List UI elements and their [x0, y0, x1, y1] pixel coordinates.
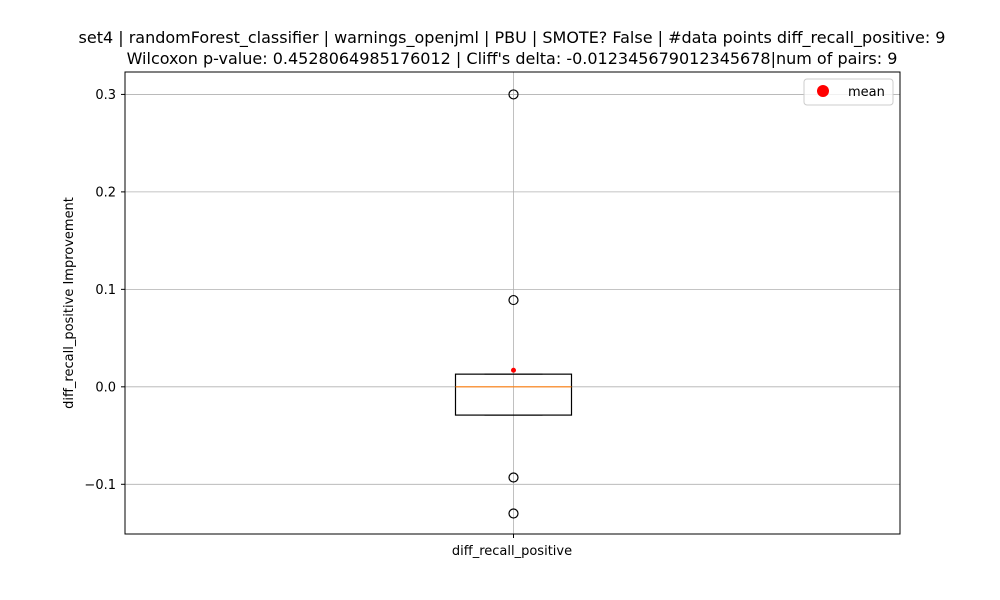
mean-marker [511, 367, 516, 373]
chart-title: set4 | randomForest_classifier | warning… [79, 28, 946, 48]
y-tick-label: 0.1 [95, 283, 116, 298]
legend: mean [803, 78, 894, 106]
y-tick-label: −0.1 [84, 478, 116, 493]
box-elements [454, 89, 573, 519]
x-tick-label: diff_recall_positive [452, 544, 572, 559]
chart-subtitle: Wilcoxon p-value: 0.4528064985176012 | C… [127, 49, 898, 68]
y-tick-label: 0.3 [95, 88, 116, 103]
outlier-point [508, 89, 519, 100]
outlier-point [508, 472, 519, 483]
y-tick-label: 0.2 [95, 185, 116, 200]
outlier-point [508, 508, 519, 519]
interquartile-box [454, 373, 573, 416]
y-axis-label: diff_recall_positive Improvement [62, 197, 77, 409]
y-tick-label: 0.0 [95, 380, 116, 395]
legend-frame [803, 78, 894, 106]
legend-mean-label: mean [848, 85, 885, 100]
axis-ticks: 0.3 0.2 0.1 0.0 −0.1 [84, 88, 514, 538]
outlier-point [508, 294, 519, 306]
legend-mean-marker [817, 85, 829, 97]
plot-area-frame [124, 71, 901, 535]
